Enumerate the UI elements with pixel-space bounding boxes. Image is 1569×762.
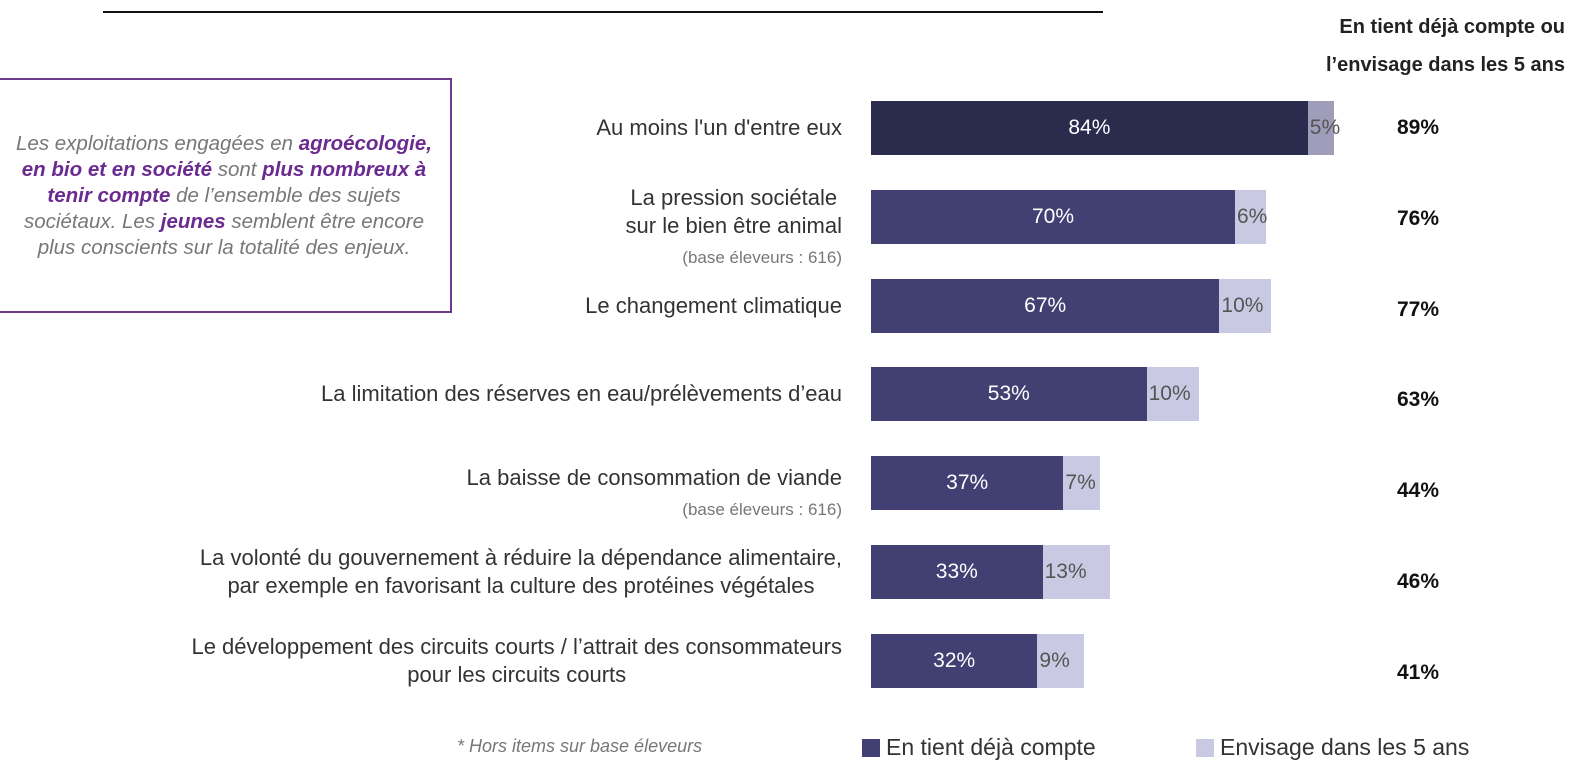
- bar-segment: [1042, 545, 1111, 599]
- bar-segment: [871, 633, 1038, 688]
- bar-segment: [1037, 633, 1085, 688]
- category-line: sur le bien être animal: [625, 212, 842, 238]
- value-label: 10%: [1221, 293, 1264, 317]
- value-label: 7%: [1065, 471, 1096, 495]
- category-line: pour les circuits courts: [407, 661, 627, 687]
- callout-box: Les exploitations engagées en agroécolog…: [0, 78, 452, 313]
- category-line: Le développement des circuits courts / l…: [191, 633, 842, 659]
- value-label: 9%: [1039, 648, 1070, 672]
- bar-segment: [871, 101, 1308, 155]
- category-line: Le changement climatique: [585, 292, 842, 318]
- category-label: La baisse de consommation de viande (base…: [467, 464, 842, 524]
- legend-swatch: [1196, 738, 1214, 757]
- bar-segment: [871, 278, 1220, 333]
- total-label: 76%: [1397, 206, 1440, 230]
- legend-item: En tient déjà compte: [862, 734, 1096, 761]
- category-text: Le changement climatique: [585, 292, 842, 320]
- category-text: La pression sociétale sur le bien être an…: [626, 184, 842, 240]
- total-label: 44%: [1397, 479, 1440, 503]
- category-label: Au moins l'un d'entre eux: [596, 114, 842, 142]
- total-label: 77%: [1397, 297, 1440, 321]
- bar-segment: [871, 189, 1235, 244]
- category-label: Le changement climatique: [585, 292, 842, 320]
- bar-segment: [1219, 278, 1272, 333]
- category-label: Le développement des circuits courts / l…: [191, 633, 842, 689]
- bar-segment: [1235, 189, 1267, 244]
- value-label: 67%: [1024, 293, 1067, 317]
- total-label: 63%: [1397, 388, 1440, 412]
- bar-segment: [871, 456, 1064, 511]
- category-text: La volonté du gouvernement à réduire la …: [200, 544, 842, 600]
- category-label: La limitation des réserves en eau/prélèv…: [321, 380, 842, 408]
- category-text: La limitation des réserves en eau/prélèv…: [321, 380, 842, 408]
- legend-swatch: [862, 738, 880, 757]
- value-label: 13%: [1044, 560, 1087, 583]
- callout-segment: semblent être encore plus conscients sur…: [37, 209, 424, 259]
- bar-segment: [871, 545, 1043, 599]
- legend-label: Envisage dans les 5 ans: [1220, 734, 1470, 760]
- title-rule: [103, 11, 1103, 13]
- bar-segment: [1146, 367, 1199, 422]
- callout-text: Les exploitations engagées en agroécolog…: [6, 131, 442, 261]
- header-line: l’envisage dans les 5 ans: [1325, 54, 1565, 76]
- value-label: 53%: [987, 382, 1030, 406]
- total-label: 41%: [1397, 660, 1440, 684]
- value-label: 10%: [1148, 382, 1191, 406]
- category-line: Au moins l'un d'entre eux: [596, 115, 842, 140]
- category-text: Le développement des circuits courts / l…: [191, 633, 842, 689]
- value-label: 70%: [1031, 204, 1075, 228]
- total-label: 89%: [1397, 116, 1440, 139]
- category-label: La volonté du gouvernement à réduire la …: [200, 544, 842, 600]
- category-text: Au moins l'un d'entre eux: [596, 114, 842, 142]
- bar-segment: [1307, 101, 1334, 155]
- legend-item: Envisage dans les 5 ans: [1196, 734, 1469, 761]
- value-label: 84%: [1068, 116, 1111, 139]
- callout-segment: jeunes: [160, 209, 226, 233]
- totals-header: En tient déjà compte ou l’envisage dans …: [1326, 8, 1565, 84]
- callout-segment: plus nombreux à tenir compte: [47, 157, 427, 207]
- callout-segment: agroécologie, en bio et en société: [21, 131, 432, 181]
- category-line: La pression sociétale: [630, 184, 838, 210]
- legend-label: En tient déjà compte: [886, 734, 1096, 760]
- category-label: La pression sociétale sur le bien être an…: [626, 184, 842, 272]
- category-text: La baisse de consommation de viande: [467, 464, 842, 492]
- value-label: 6%: [1237, 204, 1268, 228]
- category-line: par exemple en favorisant la culture des…: [227, 573, 815, 598]
- category-line: La limitation des réserves en eau/prélèv…: [321, 381, 842, 407]
- value-label: 5%: [1309, 116, 1341, 139]
- header-line: En tient déjà compte ou: [1339, 16, 1565, 38]
- value-label: 37%: [946, 471, 989, 495]
- category-note: (base éleveurs : 616): [682, 247, 842, 267]
- category-line: La volonté du gouvernement à réduire la …: [199, 545, 842, 570]
- category-note: (base éleveurs : 616): [682, 500, 842, 520]
- value-label: 33%: [935, 560, 978, 583]
- callout-segment: de l’ensemble des sujets sociétaux. Les: [24, 183, 401, 233]
- category-line: La baisse de consommation de viande: [466, 465, 842, 491]
- callout-segment: sont: [212, 157, 263, 181]
- callout-segment: Les exploitations engagées en: [16, 131, 299, 155]
- bar-segment: [871, 367, 1147, 422]
- value-label: 32%: [933, 648, 976, 672]
- bar-segment: [1063, 456, 1100, 511]
- footnote: * Hors items sur base éleveurs: [457, 736, 703, 756]
- total-label: 46%: [1397, 570, 1440, 593]
